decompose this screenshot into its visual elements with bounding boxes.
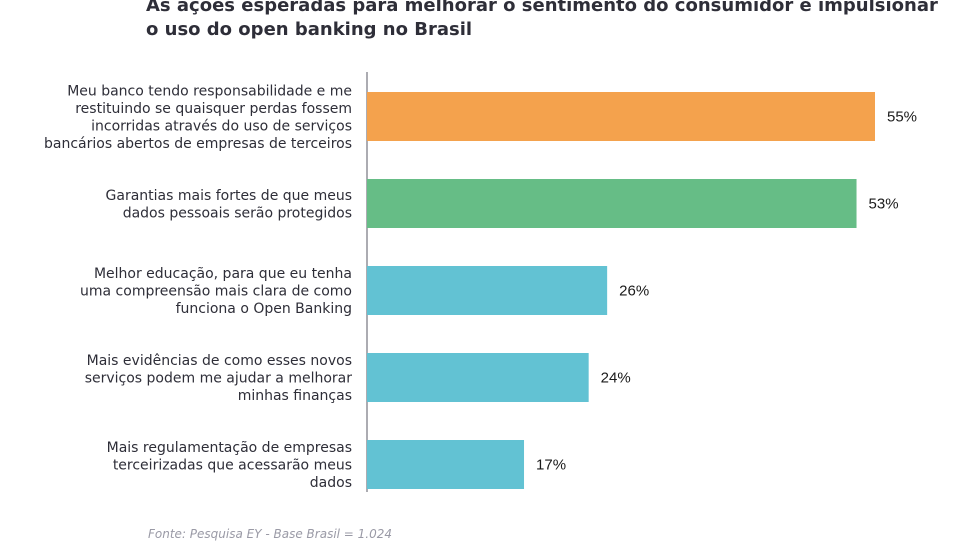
bar-2 (367, 179, 857, 228)
value-label-2: 53% (869, 196, 899, 213)
category-label-5: Mais regulamentação de empresas terceiriz… (107, 440, 352, 491)
value-label-1: 55% (887, 109, 917, 126)
category-label-2: Garantias mais fortes de que meus dados p… (106, 188, 352, 222)
category-label-line: dados pessoais serão protegidos (123, 205, 352, 221)
category-label-1: Meu banco tendo responsabilidade e me res… (44, 83, 352, 152)
category-label-line: bancários abertos de empresas de terceir… (44, 136, 352, 152)
category-label-line: Garantias mais fortes de que meus (106, 188, 352, 204)
category-label-line: dados (310, 475, 352, 491)
value-label-4: 24% (601, 370, 631, 387)
category-label-3: Melhor educação, para que eu tenha uma co… (80, 266, 352, 317)
chart-title: As ações esperadas para melhorar o senti… (146, 0, 938, 40)
bar-1 (367, 92, 875, 141)
value-label-3: 26% (619, 283, 649, 300)
category-label-line: terceirizadas que acessarão meus (113, 458, 352, 474)
category-label-line: Meu banco tendo responsabilidade e me (67, 83, 352, 99)
bar-4 (367, 353, 589, 402)
source-note: Fonte: Pesquisa EY - Base Brasil = 1.024 (148, 527, 393, 541)
category-label-line: restituindo se quaisquer perdas fossem (75, 101, 352, 117)
bar-5 (367, 440, 525, 489)
category-label-line: uma compreensão mais clara de como (80, 284, 352, 300)
category-label-line: funciona o Open Banking (176, 301, 352, 317)
category-label-4: Mais evidências de como esses novos servi… (85, 353, 353, 404)
category-label-line: incorridas através do uso de serviços (91, 118, 352, 134)
category-label-line: Melhor educação, para que eu tenha (94, 266, 352, 282)
category-label-line: Mais regulamentação de empresas (107, 440, 352, 456)
category-label-line: serviços podem me ajudar a melhorar (85, 371, 353, 387)
bar-3 (367, 266, 608, 315)
value-label-5: 17% (536, 457, 566, 474)
category-label-line: minhas finanças (238, 388, 352, 404)
category-label-line: Mais evidências de como esses novos (87, 353, 352, 369)
